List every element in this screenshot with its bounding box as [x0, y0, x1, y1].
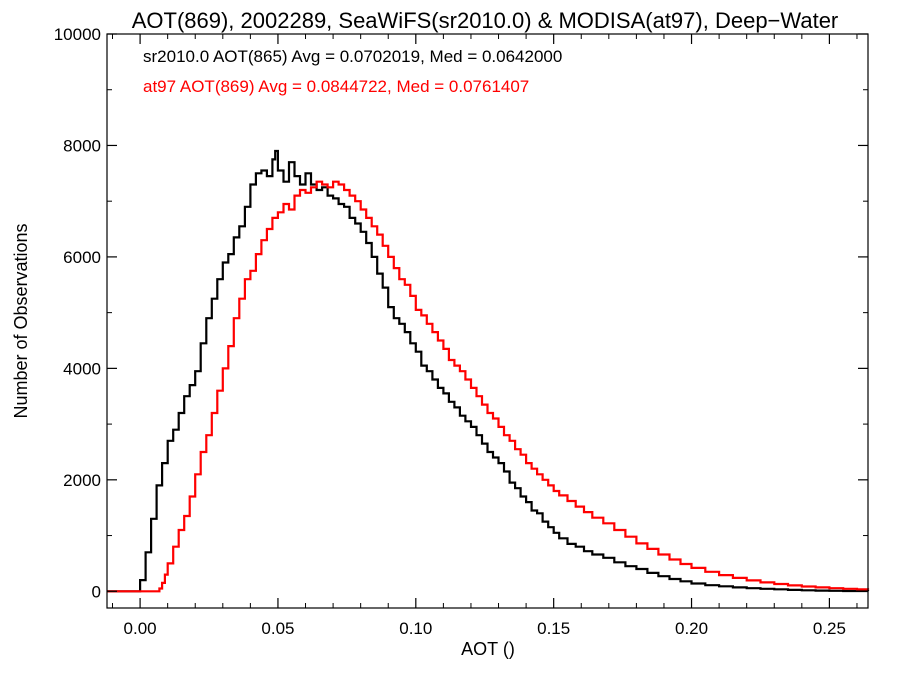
- y-tick-label: 10000: [54, 25, 101, 44]
- series-layer: [107, 149, 870, 593]
- chart-title: AOT(869), 2002289, SeaWiFS(sr2010.0) & M…: [132, 8, 839, 33]
- y-axis: 0 2000 4000 6000 8000 10000: [54, 25, 868, 601]
- x-tick-label: 0.05: [261, 619, 294, 638]
- annotation-red: at97 AOT(869) Avg = 0.0844722, Med = 0.0…: [143, 77, 529, 96]
- y-tick-label: 4000: [63, 359, 101, 378]
- y-tick-label: 0: [92, 582, 101, 601]
- x-axis: 0.00 0.05 0.10 0.15 0.20 0.25: [112, 34, 858, 638]
- x-axis-label: AOT (): [461, 639, 515, 659]
- x-tick-label: 0.25: [813, 619, 846, 638]
- x-tick-label: 0.10: [399, 619, 432, 638]
- x-tick-label: 0.15: [537, 619, 570, 638]
- y-tick-label: 6000: [63, 248, 101, 267]
- series-line-sr2010: [107, 149, 870, 593]
- y-axis-label: Number of Observations: [11, 223, 31, 418]
- series-line-at97: [107, 180, 870, 593]
- annotation-black: sr2010.0 AOT(865) Avg = 0.0702019, Med =…: [143, 47, 562, 66]
- x-tick-label: 0.00: [124, 619, 157, 638]
- y-tick-label: 2000: [63, 471, 101, 490]
- x-tick-label: 0.20: [675, 619, 708, 638]
- plot-frame: [106, 33, 869, 609]
- y-tick-label: 8000: [63, 136, 101, 155]
